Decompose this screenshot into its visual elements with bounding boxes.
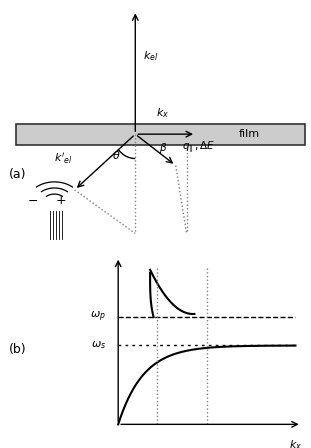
Bar xyxy=(16,124,305,145)
Text: film: film xyxy=(238,129,259,139)
Text: $\omega_p$: $\omega_p$ xyxy=(90,310,106,324)
Text: $k_x$: $k_x$ xyxy=(289,438,302,448)
Text: (b): (b) xyxy=(9,343,27,356)
Text: $+$: $+$ xyxy=(55,194,66,207)
Text: $k_x$: $k_x$ xyxy=(156,107,169,120)
Text: $-$: $-$ xyxy=(27,194,38,207)
Text: $\omega_s$: $\omega_s$ xyxy=(91,340,106,351)
Text: (a): (a) xyxy=(9,168,27,181)
Text: $\theta$: $\theta$ xyxy=(112,149,121,161)
Text: $k'_{el}$: $k'_{el}$ xyxy=(54,151,73,166)
Text: $q_{\!\parallel}, \Delta E$: $q_{\!\parallel}, \Delta E$ xyxy=(182,140,215,156)
Text: $\beta$: $\beta$ xyxy=(159,141,167,155)
Text: $k_{el}$: $k_{el}$ xyxy=(143,49,158,63)
